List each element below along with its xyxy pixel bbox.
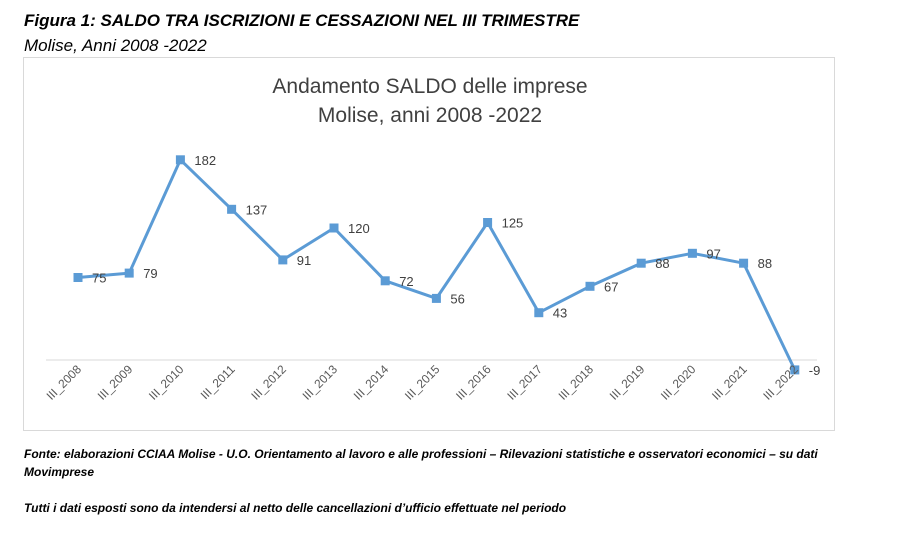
data-label: 182 xyxy=(194,153,216,168)
x-tick-label: III_2020 xyxy=(658,362,699,403)
x-tick-label: III_2011 xyxy=(198,362,238,402)
figure-subtitle: Molise, Anni 2008 -2022 xyxy=(24,36,207,55)
data-label: 79 xyxy=(143,266,157,281)
x-tick-label: III_2018 xyxy=(556,362,597,403)
source-note: Fonte: elaborazioni CCIAA Molise - U.O. … xyxy=(24,447,818,479)
data-label: 97 xyxy=(706,246,720,261)
data-point xyxy=(687,248,697,258)
data-point xyxy=(124,268,134,278)
data-label: 125 xyxy=(502,216,524,231)
data-point xyxy=(380,276,390,286)
data-label: 91 xyxy=(297,253,311,268)
data-label: 137 xyxy=(246,202,268,217)
line-chart: 75 79 182 137 91 120 72 56 125 43 67 88 97 88 -9 III_20… xyxy=(44,153,821,403)
data-label: 56 xyxy=(450,291,464,306)
footnote: Tutti i dati esposti sono da intendersi … xyxy=(24,501,567,515)
data-point xyxy=(483,218,493,227)
chart-title: Andamento SALDO delle imprese Molise, an… xyxy=(24,72,836,130)
x-tick-label: III_2015 xyxy=(402,362,443,403)
x-tick-label: III_2019 xyxy=(607,362,648,403)
data-point xyxy=(636,258,646,268)
data-label: 75 xyxy=(92,271,106,286)
data-point xyxy=(175,155,185,165)
data-label: 88 xyxy=(655,256,669,271)
data-point xyxy=(739,258,749,268)
x-tick-label: III_2021 xyxy=(709,362,750,403)
chart-title-line-1: Andamento SALDO delle imprese xyxy=(272,75,588,98)
data-label: 88 xyxy=(758,256,772,271)
x-tick-label: III_2012 xyxy=(248,362,289,403)
data-label: -9 xyxy=(809,363,821,378)
x-tick-label: III_2009 xyxy=(95,362,136,403)
figure-title: Figura 1: SALDO TRA ISCRIZIONI E CESSAZI… xyxy=(24,11,580,30)
data-point xyxy=(73,273,83,282)
data-point xyxy=(534,308,544,318)
data-point xyxy=(278,255,288,265)
data-label: 43 xyxy=(553,306,567,321)
data-point xyxy=(431,293,441,303)
data-label: 67 xyxy=(604,279,618,294)
chart-title-line-2: Molise, anni 2008 -2022 xyxy=(317,104,543,127)
x-tick-label: III_2014 xyxy=(351,362,392,403)
x-tick-label: III_2017 xyxy=(504,362,545,403)
data-point xyxy=(329,223,339,233)
x-tick-label: III_2008 xyxy=(44,362,85,403)
x-tick-label: III_2016 xyxy=(453,362,494,403)
x-tick-label: III_2013 xyxy=(300,362,341,403)
series-line xyxy=(77,158,797,371)
x-tick-label: III_2022 xyxy=(760,362,801,403)
data-label: 72 xyxy=(399,274,413,289)
data-label: 120 xyxy=(348,221,370,236)
data-point xyxy=(790,365,800,375)
x-tick-label: III_2010 xyxy=(146,362,187,403)
data-point xyxy=(227,204,237,214)
data-point xyxy=(585,281,595,291)
chart-area: Andamento SALDO delle imprese Molise, an… xyxy=(23,57,835,431)
